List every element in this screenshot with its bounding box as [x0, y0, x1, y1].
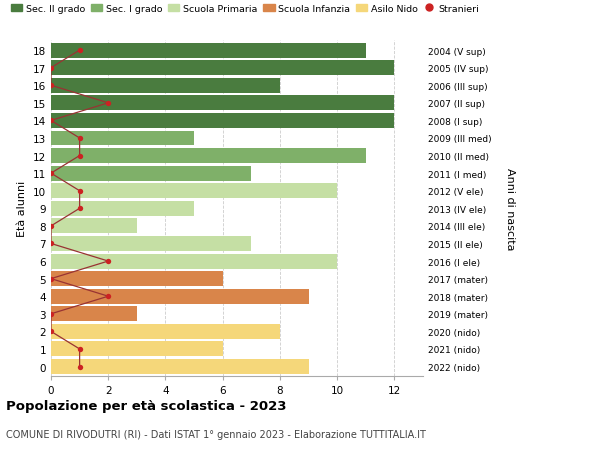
Point [75, 152, 85, 160]
Point [46, 275, 56, 283]
Point [103, 100, 113, 107]
Bar [51, 324, 280, 339]
Bar [51, 236, 251, 252]
Point [46, 240, 56, 247]
Y-axis label: Età alunni: Età alunni [17, 181, 28, 237]
Point [46, 170, 56, 178]
Point [75, 47, 85, 55]
Y-axis label: Anni di nascita: Anni di nascita [505, 168, 515, 250]
Bar [51, 289, 308, 304]
Bar [51, 254, 337, 269]
Bar [51, 272, 223, 286]
Bar [51, 307, 137, 322]
Point [46, 310, 56, 318]
Point [46, 223, 56, 230]
Point [46, 65, 56, 72]
Bar [51, 96, 394, 111]
Point [103, 293, 113, 300]
Bar [51, 61, 394, 76]
Text: Popolazione per età scolastica - 2023: Popolazione per età scolastica - 2023 [6, 399, 287, 412]
Point [46, 82, 56, 90]
Text: COMUNE DI RIVODUTRI (RI) - Dati ISTAT 1° gennaio 2023 - Elaborazione TUTTITALIA.: COMUNE DI RIVODUTRI (RI) - Dati ISTAT 1°… [6, 429, 426, 439]
Point [75, 135, 85, 142]
Point [75, 205, 85, 213]
Bar [51, 149, 366, 164]
Bar [51, 114, 394, 129]
Bar [51, 184, 337, 199]
Bar [51, 202, 194, 216]
Bar [51, 219, 137, 234]
Point [46, 118, 56, 125]
Point [46, 328, 56, 336]
Bar [51, 44, 366, 58]
Bar [51, 166, 251, 181]
Point [75, 346, 85, 353]
Point [103, 258, 113, 265]
Point [75, 188, 85, 195]
Point [75, 363, 85, 370]
Bar [51, 78, 280, 94]
Bar [51, 342, 223, 357]
Bar [51, 131, 194, 146]
Bar [51, 359, 308, 374]
Legend: Sec. II grado, Sec. I grado, Scuola Primaria, Scuola Infanzia, Asilo Nido, Stran: Sec. II grado, Sec. I grado, Scuola Prim… [11, 5, 479, 14]
